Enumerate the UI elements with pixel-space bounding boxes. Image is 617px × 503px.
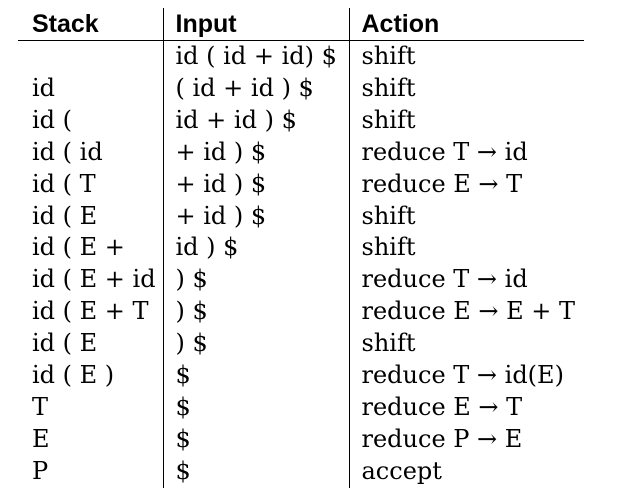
table-row: id ( E + id ) $ shift <box>18 200 584 233</box>
stack-cell: id <box>32 73 56 102</box>
table-header: Stack Input Action <box>18 8 584 41</box>
action-cell: reduce T → id <box>348 264 584 297</box>
stack-cell: E <box>32 424 50 453</box>
action-cell: accept <box>348 455 584 488</box>
action-cell: reduce P → E <box>348 423 584 456</box>
table-row: P $ accept <box>18 455 584 488</box>
input-cell: + id ) $ <box>162 200 349 233</box>
action-cell: reduce E → T <box>348 391 584 424</box>
table-body: id ( id + id) $ shift id( id + id ) $ shift… <box>18 40 584 488</box>
table-row: id ( E ) $ shift <box>18 328 584 361</box>
parse-trace-table: Stack Input Action id ( id + id) $ shift i… <box>18 8 584 488</box>
table-row: E $ reduce P → E <box>18 423 584 456</box>
action-cell: shift <box>348 40 584 73</box>
table-row: id ( id + id ) $ shift <box>18 72 584 105</box>
table-row: id ( E + id ) $ shift <box>18 232 584 265</box>
header-input: Input <box>162 8 349 41</box>
stack-cell: id ( id <box>32 137 103 166</box>
table-row: id ( id + id) $ shift <box>18 40 584 73</box>
table-row: id ( id + id ) $ shift <box>18 104 584 137</box>
input-cell: $ <box>162 360 349 392</box>
input-cell: id ( id + id) $ <box>162 40 349 73</box>
input-cell: ) $ <box>162 296 349 329</box>
header-row: Stack Input Action <box>18 8 584 41</box>
action-cell: reduce E → E + T <box>348 296 584 329</box>
input-cell: id + id ) $ <box>162 104 349 137</box>
table-row: id ( E ) $ reduce T → id(E) <box>18 360 584 392</box>
input-cell: + id ) $ <box>162 168 349 201</box>
table-row: id ( E + id) $ reduce T → id <box>18 264 584 297</box>
stack-cell: id ( E <box>32 329 98 358</box>
input-cell: $ <box>162 423 349 456</box>
table-row: id ( T + id ) $ reduce E → T <box>18 168 584 201</box>
parse-trace-table-container: Stack Input Action id ( id + id) $ shift i… <box>18 8 584 488</box>
action-cell: reduce T → id(E) <box>348 360 584 392</box>
stack-cell: id ( E <box>32 201 98 230</box>
action-cell: shift <box>348 104 584 137</box>
stack-cell: P <box>32 456 49 485</box>
input-cell: ( id + id ) $ <box>162 72 349 105</box>
stack-cell: id ( E + <box>32 233 125 262</box>
action-cell: shift <box>348 200 584 233</box>
input-cell: $ <box>162 455 349 488</box>
stack-cell <box>18 41 163 73</box>
action-cell: shift <box>348 232 584 265</box>
input-cell: $ <box>162 391 349 424</box>
header-stack: Stack <box>18 8 163 41</box>
stack-cell: id ( E ) <box>32 361 115 390</box>
action-cell: shift <box>348 328 584 361</box>
table-row: T $ reduce E → T <box>18 391 584 424</box>
action-cell: shift <box>348 72 584 105</box>
table-row: id ( E + T ) $ reduce E → E + T <box>18 296 584 329</box>
input-cell: + id ) $ <box>162 136 349 169</box>
table-row: id ( id + id ) $ reduce T → id <box>18 136 584 169</box>
stack-cell: T <box>32 392 49 421</box>
input-cell: ) $ <box>162 264 349 297</box>
header-action: Action <box>348 8 584 41</box>
input-cell: ) $ <box>162 328 349 361</box>
input-cell: id ) $ <box>162 232 349 265</box>
action-cell: reduce E → T <box>348 168 584 201</box>
stack-cell: id ( E + T <box>32 297 149 326</box>
stack-cell: id ( T <box>32 169 96 198</box>
stack-cell: id ( <box>32 105 73 134</box>
stack-cell: id ( E + id <box>32 265 156 294</box>
action-cell: reduce T → id <box>348 136 584 169</box>
